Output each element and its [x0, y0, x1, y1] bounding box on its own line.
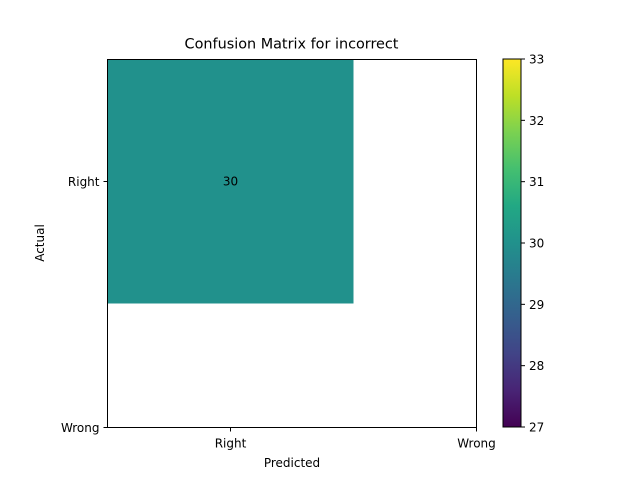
x-axis-ticks: Right Wrong	[215, 427, 496, 451]
y-axis-label: Actual	[33, 224, 47, 262]
y-tick-label: Wrong	[61, 421, 100, 435]
chart-title: Confusion Matrix for incorrect	[185, 37, 399, 53]
x-tick-label: Right	[215, 437, 247, 451]
colorbar-tick-label: 31	[529, 175, 544, 189]
colorbar	[503, 59, 521, 427]
y-tick-label: Right	[68, 175, 100, 189]
x-tick-label: Wrong	[457, 437, 496, 451]
heatmap-cells: 30	[107, 59, 354, 304]
colorbar-tick-label: 32	[529, 114, 544, 128]
colorbar-tick-label: 33	[529, 53, 544, 67]
heatmap-cell-right-right	[107, 59, 354, 304]
y-axis-ticks: Right Wrong	[61, 175, 108, 435]
cell-value-label: 30	[223, 175, 238, 189]
colorbar-ticks: 27 28 29 30 31 32 33	[521, 53, 544, 435]
colorbar-tick-label: 27	[529, 421, 544, 435]
plot-frame	[107, 59, 477, 428]
colorbar-tick-label: 29	[529, 298, 544, 312]
colorbar-tick-label: 30	[529, 237, 544, 251]
colorbar-tick-label: 28	[529, 359, 544, 373]
x-axis-label: Predicted	[264, 456, 320, 470]
